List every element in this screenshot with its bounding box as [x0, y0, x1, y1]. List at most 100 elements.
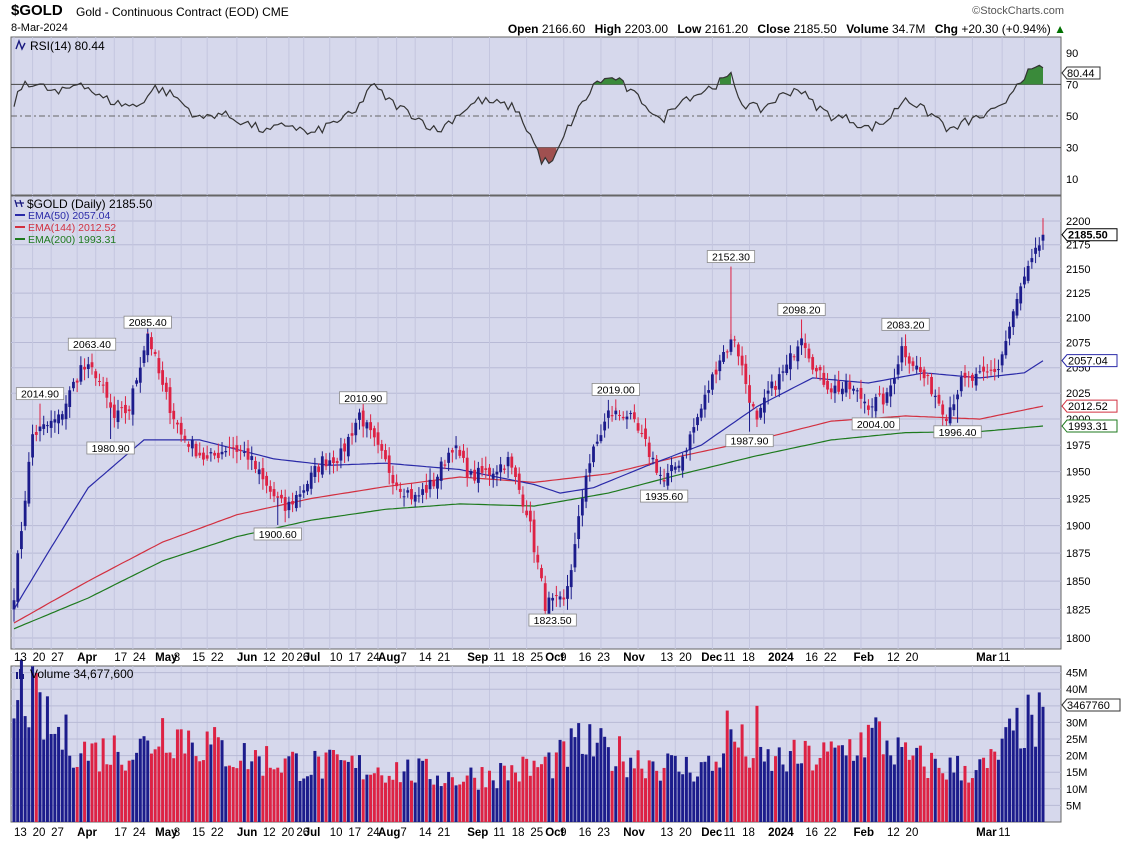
- x-axis-tick-label: 15: [192, 652, 205, 664]
- candle-body: [599, 435, 603, 442]
- candle-body: [748, 385, 751, 403]
- volume-bar: [105, 764, 109, 822]
- candle-body: [521, 494, 525, 507]
- candle-body: [335, 461, 339, 464]
- volume-bar: [198, 761, 202, 822]
- price-tick-label: 2075: [1066, 338, 1090, 350]
- candle-body: [235, 445, 239, 452]
- candle-body: [101, 384, 105, 386]
- description-text: Gold - Continuous Contract (EOD): [76, 5, 259, 19]
- candle-body: [547, 597, 551, 615]
- volume-bar: [172, 758, 176, 822]
- candle-body: [566, 586, 569, 599]
- legend-label: EMA(200) 1993.31: [28, 234, 116, 246]
- candle-body: [736, 344, 740, 357]
- volume-bar: [844, 755, 848, 822]
- volume-bar: [484, 787, 488, 822]
- x-axis-tick-label: Dec: [701, 827, 723, 839]
- x-axis-tick-label: 12: [263, 652, 276, 664]
- volume-bar: [45, 696, 49, 822]
- volume-bar: [889, 755, 893, 822]
- candle-body: [915, 365, 919, 370]
- price-tick-label: 1825: [1066, 604, 1090, 616]
- volume-bar: [736, 747, 740, 822]
- volume-bar: [647, 760, 651, 822]
- candle-body: [365, 422, 369, 429]
- candle-body: [398, 488, 402, 492]
- candle-body: [781, 371, 785, 373]
- volume-bar: [933, 758, 937, 822]
- candle-body: [967, 376, 971, 378]
- candle-body: [1023, 276, 1026, 285]
- volume-bar: [525, 758, 529, 822]
- volume-bar: [331, 749, 335, 822]
- candle-body: [488, 467, 491, 476]
- volume-title-icon: [16, 669, 24, 679]
- legend-label: EMA(50) 2057.04: [28, 210, 110, 222]
- candle-body: [978, 371, 982, 373]
- volume-bar: [64, 714, 68, 822]
- volume-bar: [450, 777, 454, 822]
- candle-body: [454, 445, 458, 449]
- peak-label: 1980.90: [92, 443, 130, 455]
- candle-body: [138, 367, 142, 383]
- candle-body: [354, 422, 358, 436]
- candle-body: [395, 482, 399, 487]
- candle-body: [60, 414, 64, 420]
- volume-bar: [744, 756, 748, 822]
- volume-bar: [268, 767, 272, 822]
- rsi-tick-label: 70: [1066, 79, 1078, 91]
- candle-body: [517, 473, 521, 490]
- volume-bar: [480, 767, 484, 822]
- candle-body: [27, 461, 31, 504]
- candle-body: [699, 408, 703, 418]
- candle-body: [302, 490, 306, 493]
- x-axis-tick-label: Jun: [237, 652, 257, 664]
- price-tick-label: 1975: [1066, 440, 1090, 452]
- x-axis-tick-label: 21: [437, 827, 450, 839]
- candle-body: [740, 355, 744, 366]
- candle-body: [777, 374, 781, 390]
- volume-bar: [1022, 747, 1026, 822]
- volume-bar: [651, 761, 655, 822]
- candle-body: [320, 456, 324, 475]
- volume-bar: [599, 728, 603, 822]
- candle-body: [228, 447, 231, 449]
- candle-body: [410, 489, 413, 500]
- price-tag-label: 2057.04: [1068, 356, 1108, 368]
- x-axis-tick-label: 8: [174, 827, 180, 839]
- peak-label-box: [777, 303, 826, 316]
- x-axis-tick-label: Feb: [854, 827, 874, 839]
- x-axis-tick-label: 27: [51, 827, 64, 839]
- ticker-description: Gold - Continuous Contract (EOD) CME: [76, 5, 289, 19]
- candle-body: [926, 375, 930, 377]
- price-right-tags: 2185.50 2057.04 2012.52 1993.31: [1061, 228, 1118, 433]
- candle-body: [714, 369, 718, 375]
- candle-body: [814, 367, 818, 372]
- candle-body: [907, 356, 911, 364]
- peak-label-box: [725, 434, 774, 448]
- volume-bar: [833, 747, 837, 822]
- candle-body: [250, 456, 254, 461]
- volume-bar: [547, 752, 551, 822]
- volume-bar: [339, 760, 343, 822]
- candle-body: [945, 418, 948, 422]
- candle-body: [283, 497, 287, 511]
- price-tag-label: 2185.50: [1068, 230, 1108, 242]
- candle-body: [495, 471, 499, 475]
- volume-bar: [762, 761, 766, 822]
- candle-body: [755, 410, 759, 420]
- x-axis-tick-label: 2024: [768, 652, 794, 664]
- volume-bar: [116, 751, 120, 822]
- volume-bar: [944, 779, 948, 822]
- candle-body: [443, 464, 447, 466]
- price-tick-label: 2200: [1066, 216, 1090, 228]
- x-axis-tick-label: 22: [211, 652, 224, 664]
- volume-bar: [573, 737, 577, 822]
- volume-bar: [885, 740, 889, 822]
- x-axis-tick-label: 13: [660, 827, 673, 839]
- volume-bar: [49, 734, 53, 822]
- volume-bar: [287, 756, 291, 822]
- candle-body: [629, 413, 633, 415]
- price-axis-ticks: 2200217521502125210020752050202520001975…: [1066, 216, 1090, 645]
